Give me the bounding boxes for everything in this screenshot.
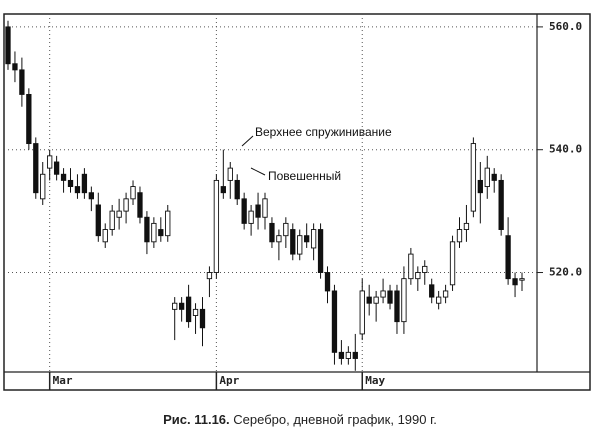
x-tick-label: Mar [53, 374, 73, 387]
candle-body [130, 186, 136, 200]
candle-body [449, 241, 456, 286]
annotation: Верхнее спружинивание [255, 125, 392, 139]
candle-body [331, 290, 338, 353]
candle-body [192, 308, 199, 316]
x-tick-label: May [365, 374, 385, 387]
figure-label: Рис. 11.16. [163, 412, 230, 427]
candle-body [310, 229, 317, 249]
caption: Рис. 11.16. Серебро, дневной график, 199… [163, 412, 437, 427]
candle-body [373, 296, 379, 304]
candle-body [60, 173, 67, 181]
y-tick-label: 520.0 [549, 266, 582, 279]
candle-body [415, 272, 421, 280]
candle-body [165, 210, 171, 237]
candle-body [276, 235, 282, 243]
annotation-arrow [241, 135, 254, 147]
candle-body [435, 296, 442, 304]
candle-body [151, 222, 157, 243]
candle-body [304, 235, 310, 243]
x-tick-label: Apr [219, 374, 239, 387]
candle-body [498, 179, 504, 230]
candle-body [512, 278, 518, 286]
candle-body [387, 290, 393, 304]
candle-body [477, 179, 483, 194]
candle-body [366, 296, 372, 304]
candle-body [144, 216, 150, 243]
candle-body [109, 210, 115, 230]
candle-body [178, 302, 185, 310]
candle-body [19, 69, 25, 95]
candle-body [352, 351, 358, 359]
candle-body [241, 198, 247, 224]
candle-body [206, 272, 213, 280]
y-tick-label: 540.0 [549, 143, 582, 156]
candle-body [116, 210, 122, 218]
candle-body [505, 235, 511, 280]
y-tick-label: 560.0 [549, 20, 582, 33]
caption-text: Серебро, дневной график, 1990 г. [233, 412, 437, 427]
candle-body [227, 167, 233, 181]
candle-body [345, 351, 352, 359]
candle-body [519, 278, 525, 281]
candle-body [401, 278, 407, 323]
candle-body [158, 229, 164, 237]
candle-body [40, 173, 46, 200]
candle-body [422, 265, 428, 273]
annotation-arrow [250, 167, 266, 176]
candle-body [394, 290, 400, 323]
candle-body [283, 222, 289, 237]
candle-body [26, 93, 32, 145]
candle-body [137, 192, 143, 218]
candle-body [491, 173, 497, 181]
candle-body [123, 198, 129, 212]
candle-body [269, 222, 275, 243]
candle-body [456, 229, 463, 243]
candle-body [67, 179, 74, 188]
candle-body [33, 143, 39, 194]
candle-body [199, 308, 206, 329]
candle-body [324, 272, 331, 292]
candle-body [102, 229, 108, 243]
candle-body [5, 26, 11, 65]
candle-body [248, 210, 254, 224]
candle-body [470, 143, 477, 212]
candle-body [220, 186, 226, 194]
candle-body [255, 204, 261, 218]
candle-body [290, 229, 296, 255]
candle-body [297, 235, 303, 255]
annotation: Повешенный [268, 169, 341, 183]
candle-body [408, 253, 414, 280]
candle-body [262, 198, 268, 218]
candle-body [88, 192, 95, 200]
candle-body [81, 173, 88, 194]
candle-body [359, 290, 365, 335]
candle-body [12, 63, 18, 71]
candle-body [380, 290, 386, 298]
candle-body [442, 290, 449, 298]
candle-body [53, 161, 60, 175]
candle-body [172, 302, 178, 310]
candle-body [95, 204, 101, 237]
candle-body [484, 167, 490, 188]
candle-body [47, 155, 53, 169]
frame [3, 13, 591, 391]
candle-body [213, 179, 220, 273]
candle-body [463, 222, 470, 230]
candle-body [317, 229, 324, 273]
candle-body [338, 351, 345, 359]
candle-body [185, 296, 192, 323]
candle-body [234, 179, 240, 200]
candle-body [74, 186, 81, 194]
candle-body [429, 284, 435, 298]
